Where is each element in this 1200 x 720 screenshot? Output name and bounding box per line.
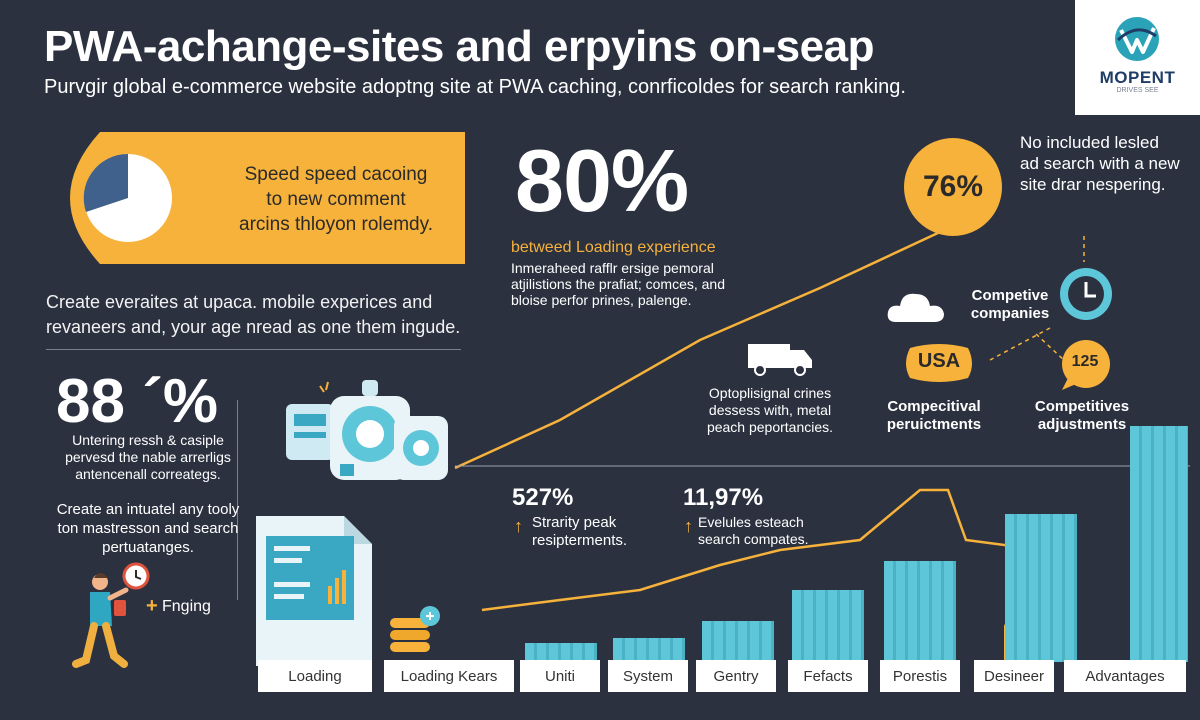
chart-category-label: Porestis <box>880 660 960 692</box>
big-stat-value: 80% <box>515 131 689 230</box>
up-arrow-icon: ↑ <box>514 516 523 536</box>
up-arrow-icon: ↑ <box>684 516 693 536</box>
page-subtitle: Purvgir global e-commerce website adoptn… <box>44 76 906 98</box>
chart-bar <box>525 643 597 662</box>
chart-category-label: Loading Kears <box>384 660 514 692</box>
create-text: Create an intuatel any tooly ton mastres… <box>56 501 240 556</box>
callout-text: Speed speed cacoing to new comment arcin… <box>239 164 433 235</box>
fnging-label: Fnging <box>162 598 211 615</box>
stat-88-desc: Untering ressh & casiple pervesd the nab… <box>65 432 231 482</box>
coin-stack-icon <box>390 606 440 652</box>
competitive-pert-label: Compecitival peruictments <box>886 398 982 433</box>
stat-527-value: 527% <box>512 484 574 511</box>
chart-category-label: Uniti <box>520 660 600 692</box>
chart-category-label: Loading <box>258 660 372 692</box>
chart-bar <box>1130 426 1188 662</box>
divider <box>237 400 238 600</box>
divider <box>46 349 461 350</box>
chart-category-label: System <box>608 660 688 692</box>
chart-category-label: Fefacts <box>788 660 868 692</box>
devices-icon <box>286 380 448 480</box>
usa-label: USA <box>917 350 961 372</box>
chart-category-label: Desineer <box>974 660 1054 692</box>
chart-category-label: Gentry <box>696 660 776 692</box>
count-125: 125 <box>1071 353 1099 370</box>
left-description: Create everaites at upaca. mobile experi… <box>46 292 461 337</box>
document-chart-icon <box>256 516 372 666</box>
cloud-icon <box>887 293 944 322</box>
stat-88-value: 88 ´% <box>56 367 218 436</box>
stat-1197-desc: Evelules esteach search compates. <box>698 514 809 547</box>
logo-name: MOPENT <box>1099 68 1176 87</box>
clock-icon <box>1060 268 1112 320</box>
page-title: PWA-achange-sites and erpyins on-seap <box>44 22 874 71</box>
chart-bar <box>1005 514 1077 662</box>
competitive-companies-label: Competive companies <box>970 287 1050 322</box>
big-stat-desc: Inmeraheed rafflr ersige pemoral atjilis… <box>511 260 725 308</box>
chart-bar <box>792 590 864 662</box>
person-running-icon <box>72 562 150 668</box>
big-stat-label: betweed Loading experience <box>511 239 716 256</box>
chart-bar <box>702 621 774 662</box>
stat-527-desc: Strarity peak resipterments. <box>532 514 628 549</box>
circle-stat-value: 76% <box>904 138 1002 236</box>
usa-bubble-icon <box>906 344 972 382</box>
circle-stat-note: No included lesled ad search with a new … <box>1020 133 1180 194</box>
truck-text: Optoplisignal crines dessess with, metal… <box>706 385 834 435</box>
plus-icon: + <box>146 595 158 617</box>
competitive-adj-label: Competitives adjustments <box>1034 398 1130 433</box>
logo-tagline: DRIVES SEE <box>1116 87 1159 94</box>
pie-chart-icon <box>83 153 172 242</box>
brand-logo-icon <box>1115 17 1159 61</box>
truck-icon <box>748 344 812 376</box>
chart-category-label: Advantages <box>1064 660 1186 692</box>
chart-bar <box>613 638 685 662</box>
stat-1197-value: 11,97% <box>683 484 764 511</box>
callout-banner <box>70 132 465 264</box>
speech-bubble-icon <box>1062 340 1110 390</box>
chart-bar <box>884 561 956 662</box>
